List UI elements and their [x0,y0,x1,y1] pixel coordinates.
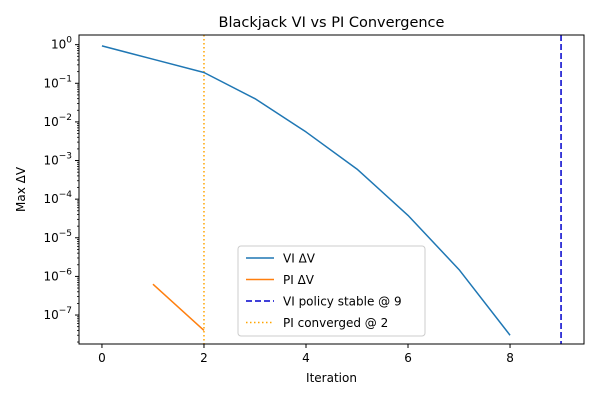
axes-frame [78,34,585,345]
y-tick-label: 10−3 [43,152,72,168]
legend-label: VI ΔV [283,252,316,266]
y-axis-label: Max ΔV [14,166,28,212]
chart-title: Blackjack VI vs PI Convergence [219,15,445,31]
y-tick-label: 10−5 [43,229,72,245]
y-tick-label: 10−7 [43,306,72,322]
y-tick-label: 10−4 [43,190,72,206]
y-tick-label: 100 [51,36,72,52]
legend-box [237,245,426,337]
x-tick-label: 6 [404,351,412,365]
legend: VI ΔV PI ΔV VI policy stable @ 9 PI converg… [237,245,426,337]
x-tick-label: 8 [506,351,514,365]
x-tick-label: 4 [302,351,310,365]
x-tick-label: 2 [200,351,208,365]
plot-area [101,35,562,344]
legend-label: PI ΔV [283,273,315,287]
y-tick-label: 10−6 [43,267,72,283]
legend-label: VI policy stable @ 9 [283,295,402,309]
y-tick-label: 10−1 [43,74,72,90]
y-tick-label: 10−2 [43,113,72,129]
legend-label: PI converged @ 2 [283,316,388,330]
axis-ticks: 0 2 4 6 8 100 10−1 10−2 10−3 10−4 10−5 10−6 10−7 [43,36,513,365]
series-line-1 [152,283,205,331]
x-tick-label: 0 [98,351,106,365]
series-line-0 [101,45,511,336]
x-axis-label: Iteration [306,371,357,385]
